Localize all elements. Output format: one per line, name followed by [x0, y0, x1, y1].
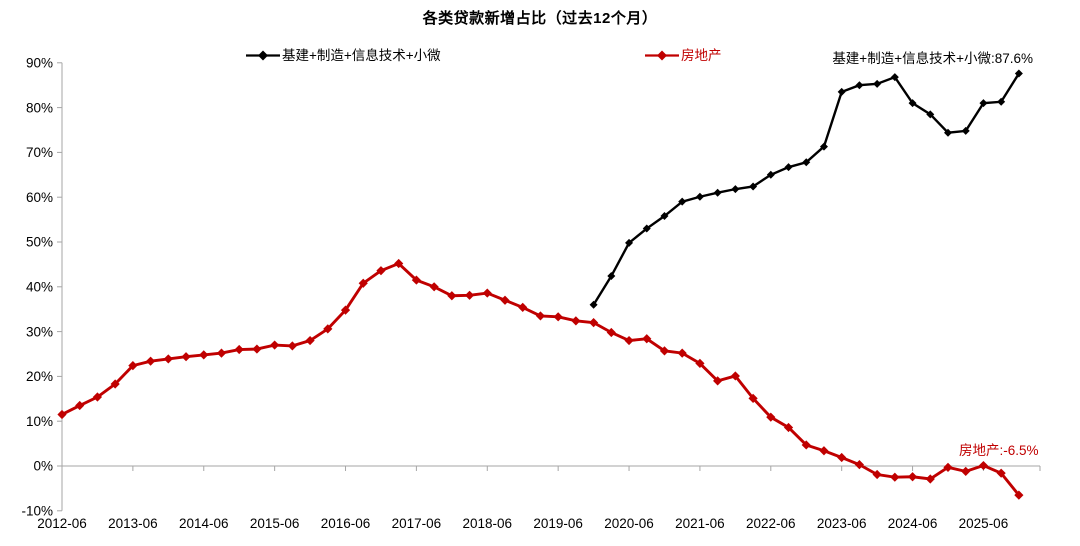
svg-text:40%: 40% — [26, 280, 53, 295]
svg-text:2013-06: 2013-06 — [108, 516, 158, 531]
svg-text:2015-06: 2015-06 — [250, 516, 300, 531]
svg-text:2018-06: 2018-06 — [463, 516, 513, 531]
legend-label-infra: 基建+制造+信息技术+小微 — [282, 48, 441, 63]
svg-text:2017-06: 2017-06 — [392, 516, 442, 531]
svg-text:2012-06: 2012-06 — [37, 516, 87, 531]
legend-line-diamond-black-icon — [246, 49, 280, 60]
svg-text:20%: 20% — [26, 369, 53, 384]
svg-text:0%: 0% — [33, 459, 53, 474]
svg-text:-10%: -10% — [21, 504, 53, 519]
svg-text:2023-06: 2023-06 — [817, 516, 867, 531]
svg-text:2025-06: 2025-06 — [959, 516, 1009, 531]
svg-text:80%: 80% — [26, 100, 53, 115]
svg-text:30%: 30% — [26, 324, 53, 339]
legend-line-diamond-red-icon — [645, 49, 679, 60]
svg-text:10%: 10% — [26, 414, 53, 429]
svg-text:60%: 60% — [26, 190, 53, 205]
legend-label-realestate: 房地产 — [681, 48, 722, 63]
svg-text:70%: 70% — [26, 145, 53, 160]
svg-text:2022-06: 2022-06 — [746, 516, 796, 531]
annotation-realestate-value: 房地产:-6.5% — [959, 443, 1039, 458]
svg-text:2021-06: 2021-06 — [675, 516, 725, 531]
legend-item-infra: 基建+制造+信息技术+小微 — [246, 45, 441, 63]
svg-text:90%: 90% — [26, 56, 53, 71]
annotation-infra-value: 基建+制造+信息技术+小微:87.6% — [832, 51, 1033, 66]
svg-text:2020-06: 2020-06 — [604, 516, 654, 531]
svg-text:50%: 50% — [26, 235, 53, 250]
svg-text:2016-06: 2016-06 — [321, 516, 371, 531]
svg-text:2024-06: 2024-06 — [888, 516, 938, 531]
legend: 基建+制造+信息技术+小微 房地产 — [0, 45, 1080, 63]
chart-title: 各类贷款新增占比（过去12个月） — [422, 10, 658, 27]
svg-text:2019-06: 2019-06 — [533, 516, 583, 531]
svg-text:2014-06: 2014-06 — [179, 516, 229, 531]
legend-item-realestate: 房地产 — [645, 45, 722, 63]
